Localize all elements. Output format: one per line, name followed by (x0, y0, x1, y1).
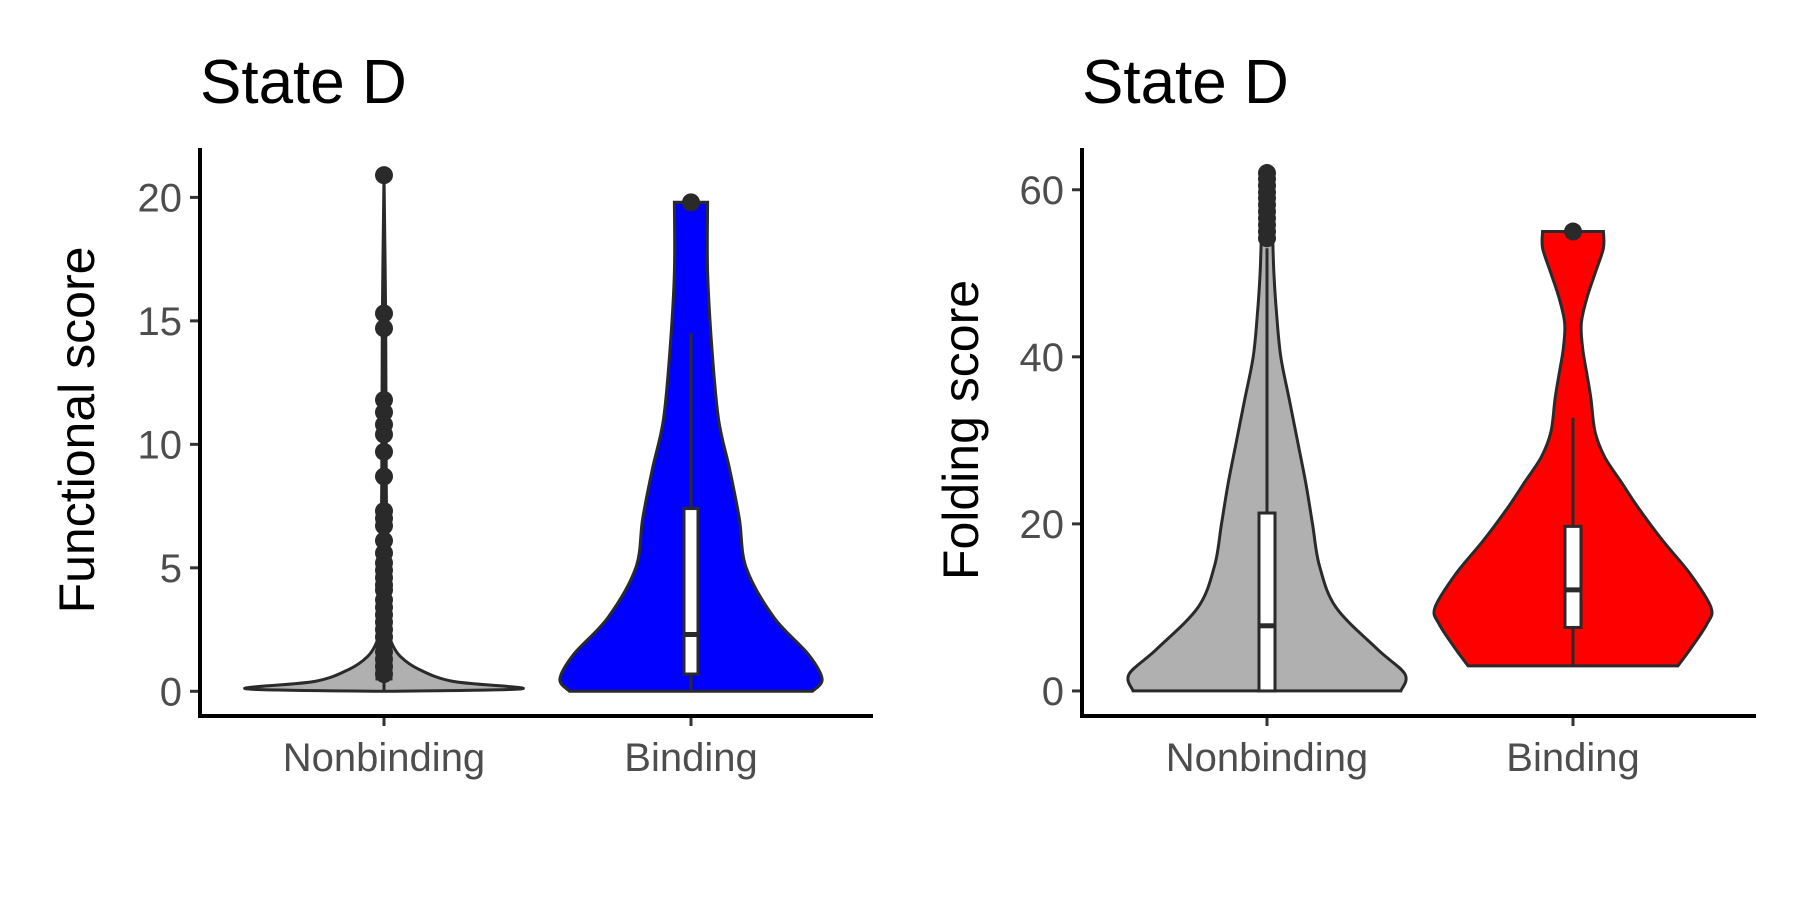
functional-outlier-point (375, 531, 393, 550)
folding-y-tick-label: 60 (1020, 169, 1065, 213)
functional-box-binding (682, 507, 700, 676)
functional-x-tick-label-binding: Binding (624, 736, 757, 780)
folding-panel-title: State D (1082, 48, 1289, 117)
functional-outlier-point (375, 319, 393, 338)
functional-outlier-point (375, 425, 393, 444)
functional-score-panel: State D Functional score 0 5 10 15 20 Nonbin… (49, 48, 873, 780)
functional-axis-lines (198, 148, 873, 718)
folding-y-tick-label: 20 (1020, 503, 1065, 547)
folding-x-ticks: Nonbinding Binding (1166, 716, 1640, 780)
folding-outliers (1258, 164, 1582, 248)
functional-outliers (375, 166, 700, 684)
folding-box-binding (1563, 524, 1583, 629)
folding-violins (1126, 167, 1714, 693)
functional-outlier-point (375, 166, 393, 185)
folding-outlier-point (1258, 229, 1276, 248)
functional-outlier-point (375, 390, 393, 409)
functional-violins (243, 175, 824, 693)
folding-y-ticks: 0 20 40 60 (1020, 169, 1082, 714)
functional-outlier-point (375, 516, 393, 535)
functional-y-axis-title: Functional score (49, 247, 105, 614)
folding-x-tick-label-binding: Binding (1506, 736, 1639, 780)
functional-outlier-point (375, 403, 393, 422)
functional-panel-title: State D (200, 48, 407, 117)
functional-outlier-point (375, 665, 393, 684)
functional-outlier-point (375, 442, 393, 461)
folding-y-tick-label: 40 (1020, 336, 1065, 380)
functional-x-tick-label-nonbinding: Nonbinding (283, 736, 485, 780)
folding-score-panel: State D Folding score 0 20 40 60 Nonbinding… (933, 48, 1756, 780)
folding-outlier-point (1564, 222, 1582, 241)
functional-x-ticks: Nonbinding Binding (283, 716, 758, 780)
functional-y-tick-label: 10 (138, 423, 183, 467)
folding-axis-lines (1080, 148, 1756, 718)
functional-y-tick-label: 0 (160, 670, 182, 714)
functional-outlier-point (682, 193, 700, 212)
functional-y-ticks: 0 5 10 15 20 (138, 176, 200, 714)
functional-y-tick-label: 15 (138, 300, 183, 344)
folding-y-tick-label: 0 (1042, 670, 1064, 714)
folding-box-nonbinding (1257, 511, 1277, 693)
functional-y-tick-label: 20 (138, 176, 183, 220)
functional-outlier-point (375, 467, 393, 486)
functional-outlier-point (375, 304, 393, 323)
folding-x-tick-label-nonbinding: Nonbinding (1166, 736, 1368, 780)
folding-boxplots (1257, 248, 1583, 693)
functional-y-tick-label: 5 (160, 547, 182, 591)
folding-y-axis-title: Folding score (933, 280, 989, 580)
